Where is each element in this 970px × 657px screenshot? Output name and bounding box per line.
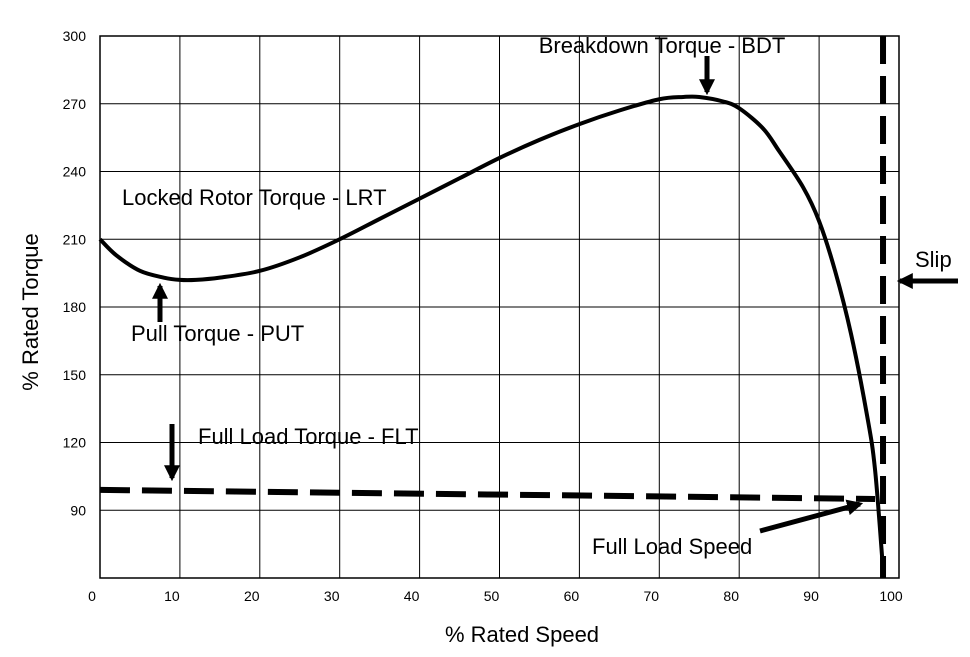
x-tick-label: 50 [484, 588, 500, 604]
annotation-full-load-speed: Full Load Speed [592, 534, 752, 559]
full-load-torque-line [99, 486, 876, 502]
x-tick-label: 0 [88, 588, 96, 604]
arrow-full-load-speed [759, 499, 864, 534]
x-axis-title: % Rated Speed [445, 622, 599, 647]
y-tick-label: 180 [63, 299, 87, 315]
x-tick-label: 30 [324, 588, 340, 604]
y-tick-label: 270 [63, 96, 87, 112]
annotation-full-load-torque: Full Load Torque - FLT [198, 424, 419, 449]
y-tick-label: 150 [63, 367, 87, 383]
plot-area-frame [99, 35, 900, 579]
torque-curve [98, 94, 886, 570]
annotation-pull-torque: Pull Torque - PUT [131, 321, 304, 346]
x-tick-labels: 0 10 20 30 40 50 60 70 80 90 100 [88, 588, 903, 604]
y-axis-title: % Rated Torque [18, 233, 43, 390]
x-tick-label: 70 [644, 588, 660, 604]
x-tick-label: 80 [723, 588, 739, 604]
y-tick-label: 90 [70, 502, 86, 518]
annotation-breakdown-torque: Breakdown Torque - BDT [539, 33, 786, 58]
y-tick-labels: 90 120 150 180 210 240 270 300 [63, 28, 87, 518]
x-tick-label: 90 [803, 588, 819, 604]
annotation-slip: Slip [915, 247, 952, 272]
y-tick-label: 240 [63, 164, 87, 180]
y-tick-label: 210 [63, 231, 87, 247]
y-tick-label: 300 [63, 28, 87, 44]
y-tick-label: 120 [63, 435, 87, 451]
x-tick-label: 40 [404, 588, 420, 604]
x-tick-label: 20 [244, 588, 260, 604]
x-tick-label: 10 [164, 588, 180, 604]
series-layer [98, 94, 886, 570]
x-tick-label: 100 [879, 588, 903, 604]
annotation-locked-rotor-torque: Locked Rotor Torque - LRT [122, 185, 387, 210]
x-tick-label: 60 [564, 588, 580, 604]
